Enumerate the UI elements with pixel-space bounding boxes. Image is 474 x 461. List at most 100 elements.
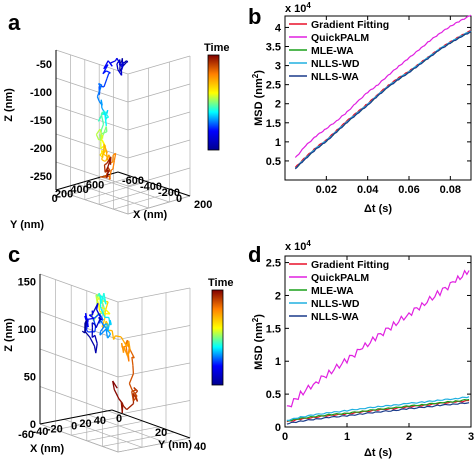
a-traj-segment <box>124 60 127 63</box>
panel-c-x-tick-label: -40 <box>32 426 48 438</box>
panel-c-x-label: X (nm) <box>30 443 65 455</box>
panel-d-series-line <box>286 402 470 425</box>
panel-b-y-ticks: 0.5 1 1.5 2 2.5 3 3.5 4 <box>266 22 471 168</box>
c-traj-segment <box>94 335 98 344</box>
c-traj-segment <box>89 336 96 347</box>
c-traj-segment <box>95 294 98 302</box>
panel-d-exponent: x 104 <box>285 239 311 253</box>
c-box-gridline <box>117 362 191 378</box>
panel-b-legend-label: QuickPALM <box>311 32 369 44</box>
a-traj-segment <box>95 128 101 135</box>
panel-c-z-tick-label: 0 <box>30 419 36 431</box>
panel-d-series-line <box>286 269 470 408</box>
panel-b-series-line <box>294 31 472 170</box>
a-traj-segment <box>111 168 114 171</box>
panel-d-x-tick-label: 0 <box>282 431 288 443</box>
c-traj-segment <box>107 333 112 339</box>
a-traj-segment <box>106 110 109 114</box>
a-traj-segment <box>96 87 102 97</box>
a-box-gridline <box>55 133 129 159</box>
panel-a-y-tick-label: 600 <box>86 179 104 191</box>
panel-b-x-tick-label: 0.04 <box>357 184 379 196</box>
c-traj-segment <box>113 389 120 400</box>
a-box-gridline <box>84 181 147 200</box>
c-traj-segment <box>120 401 125 407</box>
a-traj-segment <box>116 63 119 70</box>
a-traj-segment <box>106 169 109 172</box>
a-traj-segment <box>103 78 108 88</box>
c-traj-segment <box>100 292 105 304</box>
panel-a-colorbar-label: Time <box>204 42 229 54</box>
c-traj-segment <box>86 329 89 333</box>
panel-b-x-tick-label: 0.08 <box>440 184 461 196</box>
c-traj-segment <box>131 357 134 366</box>
c-traj-segment <box>87 317 94 321</box>
panel-c-x-tick-label: 40 <box>94 415 106 427</box>
panel-c-y-tick-label: 40 <box>194 441 206 453</box>
panel-b-legend-label: Gradient Fitting <box>311 19 389 31</box>
panel-d-series <box>286 269 470 425</box>
a-traj-segment <box>97 115 102 122</box>
c-box-gridline <box>71 420 144 436</box>
a-traj-segment <box>106 73 110 79</box>
c-traj-segment <box>86 319 89 328</box>
c-box-gridline <box>39 409 113 425</box>
a-box-gridline <box>70 176 133 196</box>
a-traj-segment <box>109 60 116 64</box>
panel-label-c: c <box>8 242 20 267</box>
c-traj-segment <box>96 309 102 318</box>
c-traj-segment <box>105 328 109 338</box>
panel-a-y-tick-label: 0 <box>52 193 58 205</box>
panel-b-y-tick-label: 0.5 <box>266 156 281 168</box>
a-box-gridline <box>127 195 191 215</box>
c-traj-segment <box>99 328 107 336</box>
panel-b-legend-label: NLLS-WD <box>311 58 360 70</box>
panel-b-x-tick-label: 0.02 <box>316 184 337 196</box>
panel-d-series-line <box>286 399 470 423</box>
panel-d-x-ticks: 0 1 2 3 <box>282 256 474 443</box>
panel-a-x-tick-label: 200 <box>194 199 212 211</box>
a-traj-segment <box>107 60 113 67</box>
a-traj-segment <box>113 153 117 161</box>
panel-d-legend-label: QuickPALM <box>311 272 369 284</box>
a-box-gridline <box>76 183 149 209</box>
a-traj-segment <box>114 57 118 62</box>
panel-a-x-label: X (nm) <box>133 209 168 221</box>
a-box-gridline <box>117 171 191 197</box>
a-box-gridline <box>55 105 129 131</box>
panel-c-z-tick-label: 50 <box>24 372 36 384</box>
panel-b-legend-label: MLE-WA <box>311 45 354 57</box>
panel-a-colorbar: Time <box>204 42 229 151</box>
panel-d-chart: 0 0.5 1 1.5 2 2.5 0 1 2 3 x 104 MSD (nm2) Δt (s)… <box>251 239 474 459</box>
panel-d-x-label: Δt (s) <box>364 447 392 459</box>
c-box-gridline <box>39 311 119 340</box>
a-box-gridline <box>99 186 162 205</box>
panel-a-z-tick-label: -100 <box>30 87 52 99</box>
panel-d-x-tick-label: 1 <box>344 431 350 443</box>
panel-c-z-tick-label: 150 <box>18 277 36 289</box>
c-traj-segment <box>102 298 107 305</box>
c-traj-segment <box>81 330 86 334</box>
a-box-gridline <box>55 161 129 187</box>
panel-d-legend-label: Gradient Fitting <box>311 259 389 271</box>
panel-a-z-tick-label: -50 <box>36 59 52 71</box>
a-box-gridline <box>127 139 191 159</box>
c-traj-segment <box>111 330 115 340</box>
c-traj-segment <box>128 340 131 350</box>
c-traj-segment <box>125 339 129 343</box>
c-traj-segment <box>132 365 135 374</box>
a-traj-segment <box>98 83 102 88</box>
c-traj-segment <box>126 340 130 347</box>
panel-d-plot-frame <box>284 255 472 428</box>
a-traj-segment <box>125 60 129 63</box>
a-traj-segment <box>108 154 111 157</box>
panel-d-series-line <box>286 396 470 421</box>
c-traj-segment <box>132 395 138 402</box>
panel-a-z-tick-label: -150 <box>30 115 52 127</box>
c-traj-segment <box>99 319 105 327</box>
c-traj-segment <box>126 403 134 411</box>
panel-c-axes-box <box>39 273 191 453</box>
c-box-gridline <box>117 400 191 415</box>
